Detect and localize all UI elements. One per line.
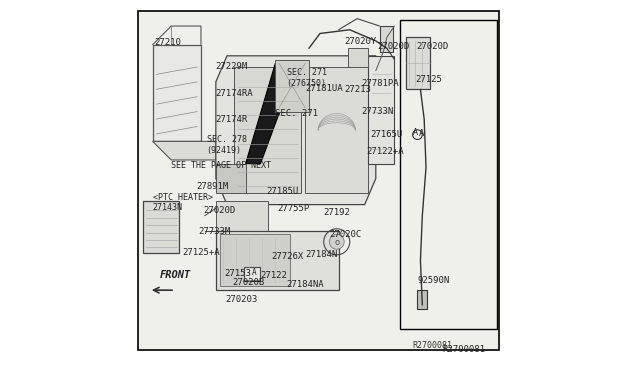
Text: 27192: 27192 — [324, 208, 351, 217]
Text: 27185U: 27185U — [266, 187, 298, 196]
Bar — [400, 20, 497, 329]
Text: SEE THE PAGE OF NEXT: SEE THE PAGE OF NEXT — [172, 161, 271, 170]
Polygon shape — [220, 234, 291, 286]
Polygon shape — [406, 37, 429, 89]
Polygon shape — [234, 67, 301, 193]
Text: 27020Y: 27020Y — [344, 37, 376, 46]
Text: 27213: 27213 — [344, 85, 371, 94]
Text: SEC. 271: SEC. 271 — [275, 109, 317, 118]
Text: 27020D: 27020D — [417, 42, 449, 51]
Polygon shape — [216, 56, 376, 205]
Text: 27755P: 27755P — [277, 204, 310, 213]
Text: A: A — [419, 129, 424, 138]
Text: 270203: 270203 — [225, 295, 257, 304]
Text: FRONT: FRONT — [159, 270, 191, 280]
Text: 27184N: 27184N — [305, 250, 337, 259]
Text: 27184NA: 27184NA — [287, 280, 324, 289]
Polygon shape — [216, 201, 268, 238]
Text: R2700081: R2700081 — [412, 341, 452, 350]
Polygon shape — [143, 201, 179, 253]
Text: o: o — [334, 238, 339, 247]
Text: 27125+A: 27125+A — [182, 248, 220, 257]
Text: 27781PA: 27781PA — [361, 79, 399, 88]
Polygon shape — [152, 45, 201, 141]
Text: 27229M: 27229M — [215, 62, 247, 71]
Polygon shape — [246, 63, 298, 164]
Polygon shape — [152, 141, 216, 160]
Polygon shape — [417, 290, 427, 309]
Text: 27210: 27210 — [154, 38, 181, 47]
Text: 27020D: 27020D — [378, 42, 410, 51]
Text: <PTC HEATER>
27143N: <PTC HEATER> 27143N — [152, 193, 212, 212]
Polygon shape — [380, 26, 392, 52]
Text: 27020C: 27020C — [330, 230, 362, 239]
Polygon shape — [305, 67, 369, 193]
Text: 27733M: 27733M — [198, 227, 230, 236]
Text: 27153: 27153 — [224, 269, 251, 278]
Text: R2700081: R2700081 — [443, 345, 486, 354]
Text: SEC. 278
(92419): SEC. 278 (92419) — [207, 135, 246, 155]
Text: 27020D: 27020D — [203, 206, 235, 215]
Text: 27122+A: 27122+A — [367, 147, 404, 156]
Text: SEC. 271
(276750): SEC. 271 (276750) — [287, 68, 326, 88]
Text: 27891M: 27891M — [196, 182, 228, 190]
Bar — [244, 267, 260, 281]
Polygon shape — [348, 48, 369, 67]
Text: 27181UA: 27181UA — [305, 84, 343, 93]
Text: 27726X: 27726X — [271, 252, 304, 261]
Polygon shape — [369, 56, 394, 164]
Text: 27733N: 27733N — [361, 107, 393, 116]
Text: A: A — [252, 268, 257, 277]
Text: A: A — [412, 128, 417, 137]
Text: 27174R: 27174R — [215, 115, 247, 124]
Text: 92590N: 92590N — [417, 276, 450, 285]
Text: 27122: 27122 — [260, 271, 287, 280]
Bar — [244, 267, 260, 280]
Text: 27174RA: 27174RA — [215, 89, 253, 98]
Circle shape — [330, 234, 344, 249]
Text: 27125: 27125 — [415, 76, 442, 84]
Text: 27020B: 27020B — [232, 278, 265, 287]
Polygon shape — [216, 164, 246, 193]
Polygon shape — [216, 231, 339, 290]
Polygon shape — [275, 60, 309, 112]
Text: 27165U: 27165U — [370, 130, 403, 139]
